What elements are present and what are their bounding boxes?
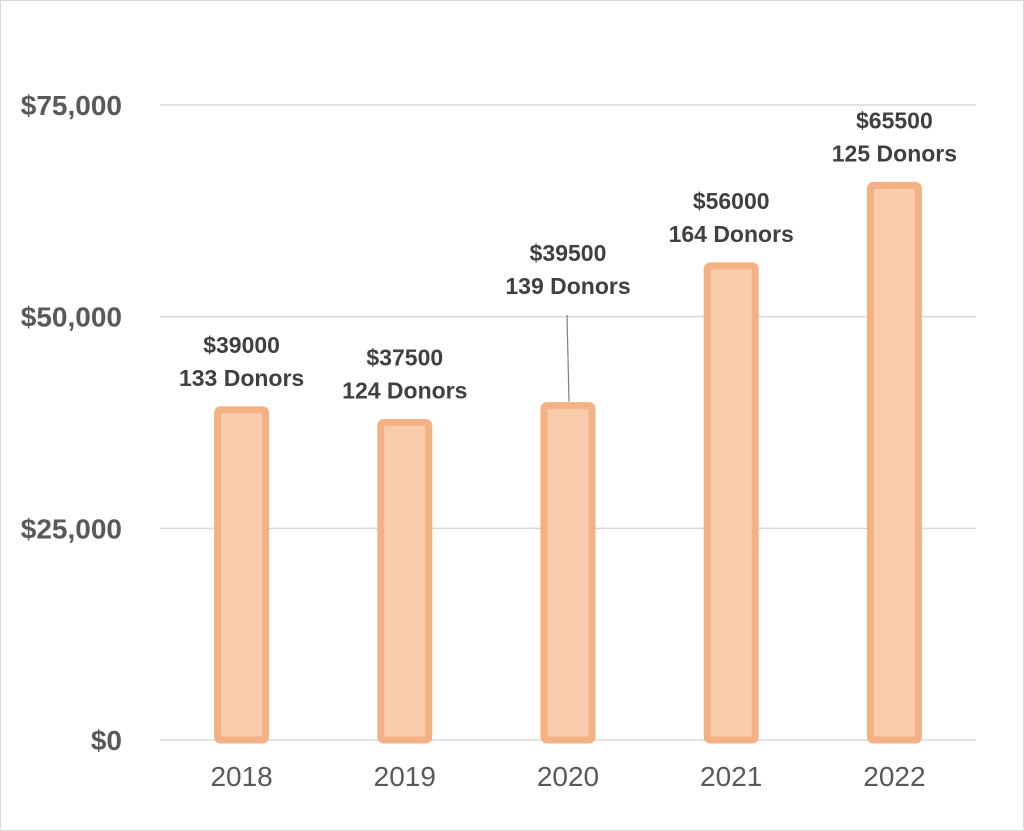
x-tick-label: 2019 [374, 761, 436, 792]
data-label-donors: 125 Donors [832, 140, 957, 166]
data-label-donors: 164 Donors [669, 221, 794, 247]
data-label-amount: $37500 [366, 345, 443, 371]
x-tick-label: 2022 [863, 761, 925, 792]
data-label-amount: $65500 [856, 107, 933, 133]
x-axis-ticks: 2018 2019 2020 2021 2022 [210, 761, 925, 792]
y-tick-label: $0 [91, 725, 122, 756]
y-axis-ticks: $0 $25,000 $50,000 $75,000 [21, 90, 122, 756]
bar-2022 [866, 181, 922, 744]
y-tick-label: $50,000 [21, 302, 122, 333]
y-tick-label: $25,000 [21, 513, 122, 544]
bar-2020 [540, 402, 596, 744]
x-tick-label: 2018 [210, 761, 272, 792]
bars [214, 181, 922, 744]
data-label-leader-line [566, 314, 570, 402]
x-tick-label: 2021 [700, 761, 762, 792]
data-label-amount: $39000 [203, 332, 280, 358]
y-tick-label: $75,000 [21, 90, 122, 121]
data-label-amount: $39500 [530, 240, 607, 266]
data-labels: $39000 133 Donors $37500 124 Donors $39500 13… [179, 107, 957, 403]
bar-2018 [214, 406, 270, 744]
data-label-donors: 133 Donors [179, 365, 304, 391]
data-label-donors: 124 Donors [342, 378, 467, 404]
bar-2019 [377, 419, 433, 744]
data-label-amount: $56000 [693, 188, 770, 214]
x-tick-label: 2020 [537, 761, 599, 792]
bar-2021 [703, 262, 759, 744]
data-label-donors: 139 Donors [505, 273, 630, 299]
